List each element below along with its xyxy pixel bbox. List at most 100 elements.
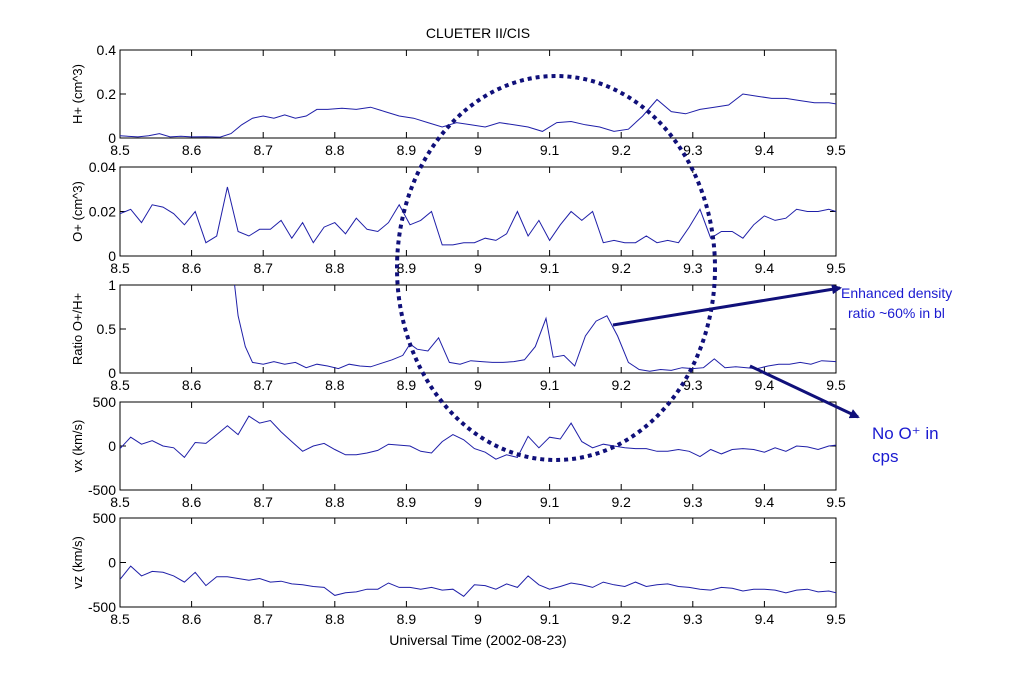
y-axis-label: vz (km/s) <box>70 536 85 589</box>
x-tick-label: 8.8 <box>325 377 345 393</box>
x-tick-label: 9.1 <box>540 611 560 627</box>
note-no-oplus-line-1: No O⁺ in <box>872 424 939 443</box>
x-tick-label: 9.5 <box>826 494 846 510</box>
x-tick-label: 8.9 <box>397 377 417 393</box>
y-tick-label: 0 <box>108 248 116 264</box>
x-tick-label: 9 <box>474 611 482 627</box>
x-tick-label: 8.8 <box>325 142 345 158</box>
series-line-vz <box>120 565 836 597</box>
y-tick-label: 0 <box>108 130 116 146</box>
x-axis-label: Universal Time (2002-08-23) <box>389 632 566 648</box>
x-tick-label: 9 <box>474 494 482 510</box>
x-tick-label: 9.2 <box>611 377 631 393</box>
x-tick-label: 8.7 <box>253 377 273 393</box>
x-tick-label: 8.9 <box>397 494 417 510</box>
y-tick-label: -500 <box>88 599 116 615</box>
x-tick-label: 9.5 <box>826 377 846 393</box>
x-tick-label: 9.4 <box>755 377 775 393</box>
panel-vz: 8.5 8.6 8.7 8.8 8.9 9 9.1 9.2 9.3 9.4 9.5 -500 0 500 v… <box>70 510 846 627</box>
x-tick-label: 8.7 <box>253 494 273 510</box>
panel-frame <box>119 517 837 608</box>
y-axis-label: Ratio O+/H+ <box>70 293 85 365</box>
y-tick-label: 1 <box>108 277 116 293</box>
y-tick-label: 0.02 <box>89 204 116 220</box>
x-tick-label: 9.1 <box>540 142 560 158</box>
x-tick-label: 9 <box>474 377 482 393</box>
y-tick-label: 0.5 <box>97 321 117 337</box>
x-tick-label: 9.2 <box>611 260 631 276</box>
panel-frame <box>119 49 837 139</box>
x-tick-label: 9.4 <box>755 494 775 510</box>
x-tick-label: 9.2 <box>611 611 631 627</box>
y-tick-label: 0 <box>108 555 116 571</box>
x-tick-label: 8.8 <box>325 260 345 276</box>
x-tick-label: 8.5 <box>110 377 130 393</box>
x-tick-label: 9.1 <box>540 377 560 393</box>
x-tick-label: 9.1 <box>540 260 560 276</box>
panel-frame <box>119 166 837 257</box>
y-tick-label: 0.4 <box>97 42 117 58</box>
x-tick-label: 9.2 <box>611 142 631 158</box>
panel-ratio: 8.5 8.6 8.7 8.8 8.9 9 9.1 9.2 9.3 9.4 9.5 0 0.5 1 Rati… <box>70 277 846 393</box>
x-tick-label: 9.5 <box>826 611 846 627</box>
x-tick-label: 8.9 <box>397 260 417 276</box>
y-tick-label: 500 <box>93 394 117 410</box>
x-tick-label: 9 <box>474 260 482 276</box>
x-tick-label: 8.9 <box>397 142 417 158</box>
x-tick-label: 9.1 <box>540 494 560 510</box>
x-tick-label: 8.6 <box>182 494 202 510</box>
panel-frame <box>119 284 837 374</box>
series-line-ratio <box>234 285 836 372</box>
x-tick-label: 8.5 <box>110 142 130 158</box>
x-tick-label: 8.5 <box>110 260 130 276</box>
y-tick-label: 0 <box>108 365 116 381</box>
x-tick-label: 9.4 <box>755 260 775 276</box>
x-tick-label: 8.8 <box>325 611 345 627</box>
x-tick-label: 8.7 <box>253 260 273 276</box>
panel-o-plus: 8.5 8.6 8.7 8.8 8.9 9 9.1 9.2 9.3 9.4 9.5 0 0.02 0.04… <box>70 159 846 276</box>
y-tick-label: 500 <box>93 510 117 526</box>
x-tick-label: 8.9 <box>397 611 417 627</box>
y-tick-label: 0 <box>108 438 116 454</box>
note-enhanced-line-2: ratio ~60% in bl <box>848 305 945 321</box>
x-tick-label: 9 <box>474 142 482 158</box>
x-tick-label: 9.3 <box>683 494 703 510</box>
panel-frame <box>119 401 837 491</box>
x-tick-label: 8.6 <box>182 377 202 393</box>
x-tick-label: 8.7 <box>253 142 273 158</box>
series-line-vx <box>120 415 836 460</box>
x-tick-label: 9.5 <box>826 142 846 158</box>
annotations: Enhanced density ratio ~60% in bl No O⁺ … <box>395 74 952 466</box>
x-tick-label: 8.5 <box>110 494 130 510</box>
x-tick-label: 8.7 <box>253 611 273 627</box>
y-tick-label: -500 <box>88 482 116 498</box>
panel-h-plus: 8.5 8.6 8.7 8.8 8.9 9 9.1 9.2 9.3 9.4 9.5 0 0.2 0.4 H+… <box>70 42 846 158</box>
x-tick-label: 9.4 <box>755 611 775 627</box>
x-tick-label: 8.6 <box>182 260 202 276</box>
x-tick-label: 8.8 <box>325 494 345 510</box>
x-tick-label: 9.5 <box>826 260 846 276</box>
series-line-h-plus <box>120 93 836 138</box>
x-tick-label: 9.3 <box>683 611 703 627</box>
y-axis-label: O+ (cm^3) <box>70 181 85 242</box>
y-tick-label: 0.2 <box>97 86 117 102</box>
y-axis-label: vx (km/s) <box>70 420 85 473</box>
arrow-enhanced <box>612 284 842 327</box>
x-tick-label: 9.4 <box>755 142 775 158</box>
note-enhanced-line-1: Enhanced density <box>841 285 952 301</box>
x-tick-label: 8.5 <box>110 611 130 627</box>
x-tick-label: 9.3 <box>683 142 703 158</box>
series-line-o-plus <box>120 186 836 246</box>
highlight-ellipse <box>395 74 717 462</box>
panel-vx: 8.5 8.6 8.7 8.8 8.9 9 9.1 9.2 9.3 9.4 9.5 -500 0 500 v… <box>70 394 846 510</box>
chart-title: CLUETER II/CIS <box>426 25 530 41</box>
x-tick-label: 8.6 <box>182 142 202 158</box>
x-tick-label: 9.2 <box>611 494 631 510</box>
y-axis-label: H+ (cm^3) <box>70 64 85 124</box>
y-tick-label: 0.04 <box>89 159 116 175</box>
panels: 8.5 8.6 8.7 8.8 8.9 9 9.1 9.2 9.3 9.4 9.5 0 0.2 0.4 H+… <box>70 42 846 627</box>
x-tick-label: 8.6 <box>182 611 202 627</box>
arrow-no-oplus <box>749 364 860 419</box>
x-tick-label: 9.3 <box>683 377 703 393</box>
